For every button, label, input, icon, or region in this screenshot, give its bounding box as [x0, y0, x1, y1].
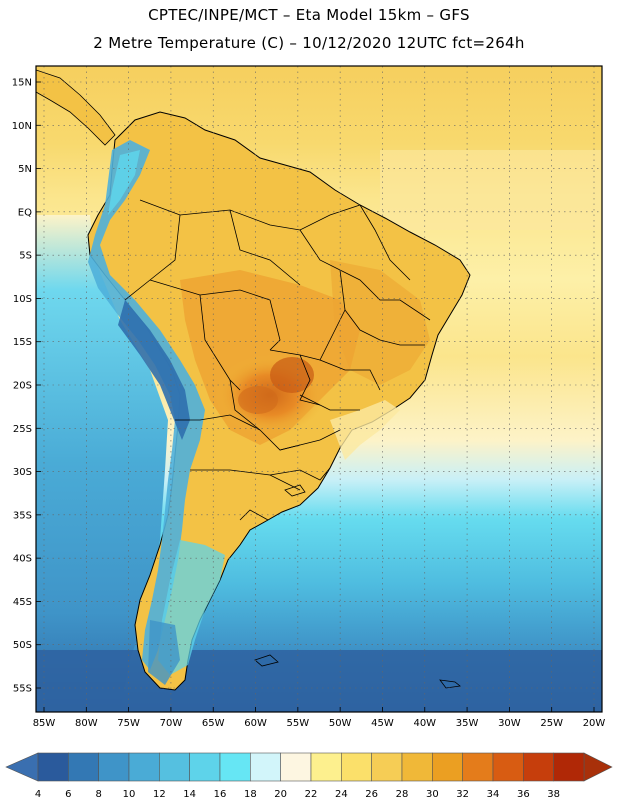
colorbar-swatch	[492, 752, 524, 782]
longitude-labels: 85W 80W 75W 70W 65W 60W 55W 50W 45W 40W 35W 30W 25W 2…	[33, 707, 606, 729]
colorbar-label: 6	[65, 789, 71, 800]
colorbar-swatch	[189, 752, 221, 782]
colorbar-label: 14	[183, 789, 196, 800]
southern-ocean	[36, 650, 602, 712]
lon-label: 55W	[287, 718, 310, 729]
lat-label: 30S	[13, 467, 32, 478]
colorbar-label: 28	[396, 789, 409, 800]
colorbar-right-arrow	[583, 752, 613, 782]
colorbar-swatch	[371, 752, 403, 782]
colorbar-label: 16	[214, 789, 227, 800]
lon-label: 80W	[75, 718, 98, 729]
title-line-1: CPTEC/INPE/MCT – Eta Model 15km – GFS	[148, 6, 470, 24]
colorbar-swatch	[159, 752, 190, 782]
lon-label: 40W	[413, 718, 436, 729]
colorbar-swatch	[401, 752, 433, 782]
lon-label: 35W	[456, 718, 479, 729]
central-america	[36, 69, 116, 146]
lat-label: 15N	[12, 78, 32, 89]
colorbar-swatch	[553, 752, 585, 782]
lon-label: 65W	[202, 718, 225, 729]
colorbar-swatch	[68, 752, 99, 782]
colorbar-swatch	[128, 752, 160, 782]
lon-label: 20W	[583, 718, 606, 729]
colorbar-swatch	[98, 752, 130, 782]
lat-label: 20S	[13, 381, 32, 392]
country-borders	[124, 199, 431, 521]
lon-label: 25W	[540, 718, 563, 729]
lon-label: 75W	[117, 718, 140, 729]
colorbar-label: 12	[153, 789, 166, 800]
lat-label: 15S	[13, 337, 32, 348]
colorbar-swatch	[462, 752, 494, 782]
colorbar-label: 22	[305, 789, 318, 800]
colorbar-swatch	[250, 752, 281, 782]
lon-label: 45W	[371, 718, 394, 729]
map-frame	[35, 65, 603, 713]
colorbar-swatch	[341, 752, 372, 782]
gridlines	[36, 66, 602, 712]
colorbar-swatch	[523, 752, 554, 782]
lon-label: 85W	[33, 718, 56, 729]
colorbar-label: 34	[487, 789, 500, 800]
colorbar-label: 26	[365, 789, 378, 800]
lon-label: 50W	[329, 718, 352, 729]
lat-label: 45S	[13, 597, 32, 608]
lat-label: 5S	[19, 251, 32, 262]
latitude-labels: 15N 10N 5N EQ 5S 10S 15S 20S 25S 30S 35S 40S 45S 50S 5…	[12, 78, 41, 695]
colorbar-label: 36	[517, 789, 530, 800]
colorbar-left-arrow	[5, 752, 39, 782]
colorbar-swatch	[432, 752, 463, 782]
colorbar-label: 30	[426, 789, 439, 800]
colorbar-label: 10	[123, 789, 136, 800]
andes-cold	[88, 140, 205, 670]
pacific-cool-water	[36, 215, 168, 712]
lat-label: 10S	[13, 294, 32, 305]
lat-label: 25S	[13, 424, 32, 435]
map-field	[36, 66, 602, 712]
lat-label: 5N	[18, 164, 32, 175]
title-line-2: 2 Metre Temperature (C) – 10/12/2020 12U…	[93, 34, 525, 52]
colorbar-swatch	[310, 752, 342, 782]
lon-label: 30W	[498, 718, 521, 729]
colorbar-label: 38	[547, 789, 560, 800]
colorbar-swatch	[280, 752, 312, 782]
colorbar-label: 8	[95, 789, 101, 800]
lat-label: 10N	[12, 121, 32, 132]
colorbar-swatch	[37, 752, 69, 782]
lat-label: 55S	[13, 684, 32, 695]
lat-label: 35S	[13, 510, 32, 521]
lat-label: EQ	[18, 207, 32, 218]
colorbar-label: 24	[335, 789, 348, 800]
colorbar-swatch	[219, 752, 251, 782]
lat-label: 40S	[13, 554, 32, 565]
colorbar-label: 32	[456, 789, 469, 800]
colorbar-label: 20	[274, 789, 287, 800]
lon-label: 70W	[160, 718, 183, 729]
colorbar: 4 6 8 10 12 14 16 18 20 22 24 26 28 30 32 34 36 38	[5, 752, 613, 800]
lon-label: 60W	[244, 718, 267, 729]
colorbar-label: 4	[35, 789, 41, 800]
colorbar-label: 18	[244, 789, 257, 800]
lat-label: 50S	[13, 640, 32, 651]
